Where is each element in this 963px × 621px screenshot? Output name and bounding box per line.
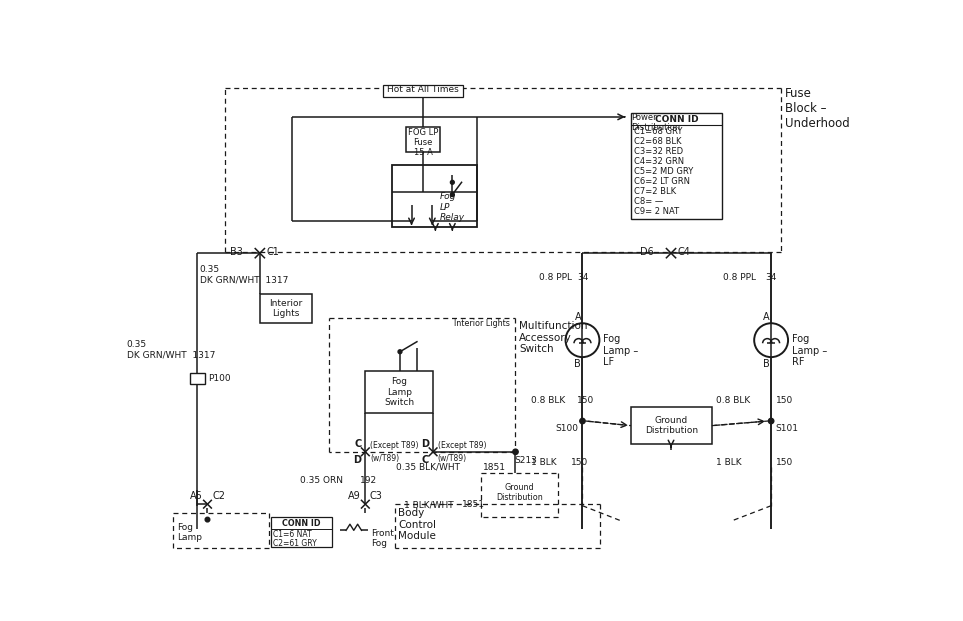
Text: A5: A5 [190,491,203,501]
Text: 0.8 BLK: 0.8 BLK [716,396,750,406]
Text: Fog
Lamp –
RF: Fog Lamp – RF [792,334,827,367]
Text: Interior
Lights: Interior Lights [270,299,302,319]
Bar [392,165,477,227]
Text: D6: D6 [640,247,654,256]
Text: B: B [763,359,769,369]
Circle shape [580,419,586,424]
Text: C9= 2 NAT: C9= 2 NAT [634,207,679,216]
Text: (Except T89): (Except T89) [370,440,419,450]
Text: C4: C4 [677,247,690,256]
Text: Hot at All Times: Hot at All Times [387,85,459,94]
Text: 34: 34 [766,273,777,282]
Text: C1=6 NAT: C1=6 NAT [273,530,312,540]
Text: 150: 150 [776,458,793,467]
Circle shape [451,180,455,184]
Text: C2: C2 [212,491,225,501]
Bar [631,407,712,444]
Text: C8= —: C8= — [634,197,664,206]
Text: C4=32 GRN: C4=32 GRN [634,157,684,166]
Text: 0.35 ORN: 0.35 ORN [299,476,343,486]
Text: Multifunction
Accessory
Switch: Multifunction Accessory Switch [519,321,587,354]
Text: 150: 150 [577,396,594,406]
Circle shape [398,350,402,353]
Text: 0.35
DK GRN/WHT  1317: 0.35 DK GRN/WHT 1317 [126,340,215,360]
Text: C1=68 GRY: C1=68 GRY [634,127,683,136]
Text: 0.35 BLK/WHT: 0.35 BLK/WHT [396,463,460,471]
Text: A: A [575,312,581,322]
Text: CONN ID: CONN ID [655,114,698,124]
Text: FOG LP
Fuse
15 A: FOG LP Fuse 15 A [408,128,438,158]
Text: C1: C1 [266,247,279,256]
Text: Ground
Distribution: Ground Distribution [496,483,543,502]
Text: (w/T89): (w/T89) [438,454,467,463]
Text: 0.8 PPL: 0.8 PPL [723,273,756,282]
Text: 1 BLK: 1 BLK [531,458,557,467]
Text: 150: 150 [776,396,793,406]
Text: C2=68 BLK: C2=68 BLK [634,137,682,146]
Text: Fog
Lamp: Fog Lamp [176,523,201,542]
Bar [631,113,722,219]
Text: B3: B3 [230,247,243,256]
Text: CONN ID: CONN ID [282,519,321,528]
Circle shape [451,193,455,197]
Text: Ground
Distribution: Ground Distribution [645,416,698,435]
Text: Body
Control
Module: Body Control Module [399,508,436,542]
Text: C: C [422,455,429,465]
Text: C7=2 BLK: C7=2 BLK [634,187,676,196]
Text: 1851: 1851 [461,501,484,509]
Text: Fog
Lamp –
LF: Fog Lamp – LF [603,334,638,367]
Text: C3: C3 [370,491,383,501]
Circle shape [205,517,210,522]
Text: C2=61 GRY: C2=61 GRY [273,539,317,548]
Bar [383,85,463,97]
Text: P100: P100 [208,374,231,383]
Text: Power
Distribution: Power Distribution [631,113,680,132]
Text: S213: S213 [514,456,536,465]
Text: 0.8 BLK: 0.8 BLK [531,396,565,406]
Bar [260,294,312,323]
Text: S100: S100 [556,424,579,433]
Text: Front
Fog: Front Fog [371,529,394,548]
Text: (w/T89): (w/T89) [370,454,399,463]
Text: Fog
LP
Relay: Fog LP Relay [440,193,465,222]
Circle shape [768,419,774,424]
Text: A9: A9 [348,491,361,501]
Text: D: D [421,439,429,449]
Text: 150: 150 [571,458,588,467]
Text: 0.8 PPL: 0.8 PPL [538,273,572,282]
Text: 192: 192 [360,476,377,486]
Bar [365,371,433,414]
Text: B: B [575,359,582,369]
Text: Fog
Lamp
Switch: Fog Lamp Switch [384,377,414,407]
Text: A: A [764,312,769,322]
Circle shape [512,449,518,455]
Text: Interior Lights: Interior Lights [454,319,509,329]
Text: C5=2 MD GRY: C5=2 MD GRY [634,167,693,176]
Text: D: D [353,455,361,465]
Bar [271,517,332,546]
Text: 1 BLK/WHT: 1 BLK/WHT [403,501,454,509]
Text: C3=32 RED: C3=32 RED [634,147,683,156]
Text: C: C [354,439,361,449]
Text: 34: 34 [577,273,588,282]
Text: 1 BLK: 1 BLK [716,458,742,467]
Text: (Except T89): (Except T89) [438,440,486,450]
Bar [406,127,440,152]
Text: Fuse
Block –
Underhood: Fuse Block – Underhood [785,87,849,130]
Text: 1851: 1851 [483,463,507,471]
Text: S101: S101 [776,424,798,433]
Bar [190,373,205,384]
Text: 0.35
DK GRN/WHT  1317: 0.35 DK GRN/WHT 1317 [199,266,288,285]
Text: C6=2 LT GRN: C6=2 LT GRN [634,177,690,186]
